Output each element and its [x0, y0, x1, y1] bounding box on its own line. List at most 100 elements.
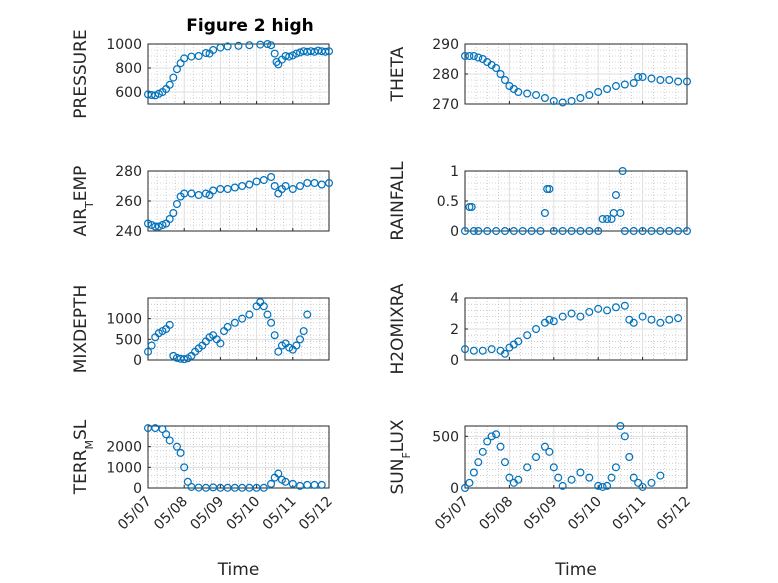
- tick-label-y: 280: [115, 164, 142, 180]
- axes-frame: [464, 425, 688, 489]
- y-axis-label: RAINFALL: [388, 161, 408, 241]
- subplot-4: 0 0.5 1 RAINFALL: [388, 161, 691, 241]
- tick-label-y: 0.5: [437, 194, 459, 210]
- data-point: [288, 479, 297, 488]
- tick-label-x: 05/11: [610, 494, 650, 534]
- y-axis-label: THETA: [388, 46, 408, 102]
- data-point: [567, 475, 576, 484]
- data-point: [172, 353, 181, 362]
- subplot-5: 0 500 1000 MIXDEPTH: [71, 285, 330, 373]
- axes-frame: [147, 170, 330, 232]
- data-point: [682, 227, 691, 236]
- data-point: [487, 345, 496, 354]
- data-point: [216, 43, 225, 52]
- data-point: [585, 227, 594, 236]
- data-point: [245, 41, 254, 50]
- data-point: [674, 227, 683, 236]
- data-point: [496, 69, 505, 78]
- subplot-1: 600 800 1000 PRESSURE: [71, 29, 334, 119]
- data-point: [674, 77, 683, 86]
- data-point: [296, 182, 305, 191]
- data-point: [223, 322, 232, 331]
- data-point: [292, 49, 301, 58]
- data-point: [469, 51, 478, 60]
- data-point: [625, 453, 634, 462]
- data-point: [201, 189, 210, 198]
- data-point: [629, 473, 638, 482]
- data-point: [558, 98, 567, 107]
- y-axis-label: PRESSURE: [71, 29, 91, 118]
- tick-label-y: 2000: [106, 440, 142, 456]
- tick-label-y: 600: [115, 85, 142, 101]
- data-point: [180, 463, 189, 472]
- data-point: [474, 53, 483, 62]
- data-point: [620, 432, 629, 441]
- data-point: [549, 96, 558, 105]
- data-point: [603, 306, 612, 315]
- subplot-6: 0 2 4 H2OMIXRA: [388, 283, 688, 375]
- data-point: [209, 45, 218, 54]
- tick-label-y: 270: [432, 97, 459, 113]
- data-point: [665, 315, 674, 324]
- data-point: [223, 42, 232, 51]
- data-point: [465, 478, 474, 487]
- tick-label-y: 1: [450, 164, 459, 180]
- data-point: [238, 182, 247, 191]
- data-point: [558, 481, 567, 490]
- data-point: [523, 89, 532, 98]
- data-point: [549, 317, 558, 326]
- data-point: [469, 346, 478, 355]
- data-point: [634, 478, 643, 487]
- data-point: [263, 39, 272, 48]
- tick-label-x: 05/10: [565, 494, 605, 534]
- data-point: [151, 91, 160, 100]
- data-point: [540, 442, 549, 451]
- axes-frame: [147, 297, 330, 361]
- tick-label-y: 290: [432, 37, 459, 53]
- tick-label-y: 800: [115, 61, 142, 77]
- tick-label-y: 1000: [106, 460, 142, 476]
- tick-label-x: 05/07: [115, 494, 155, 534]
- data-point: [288, 185, 297, 194]
- data-point: [263, 310, 272, 319]
- data-point: [245, 180, 254, 189]
- data-point: [216, 339, 225, 348]
- data-point: [620, 227, 629, 236]
- data-point: [187, 189, 196, 198]
- axes-frame: [464, 297, 688, 361]
- data-point: [252, 177, 261, 186]
- data-point: [656, 318, 665, 327]
- subplot-3: 240 260 280 AIRTEMP: [71, 164, 334, 240]
- data-point: [656, 227, 665, 236]
- data-point: [172, 65, 181, 74]
- data-point: [518, 227, 527, 236]
- tick-label-y: 0: [133, 481, 142, 497]
- data-point: [603, 481, 612, 490]
- data-point: [172, 200, 181, 209]
- data-point: [620, 301, 629, 310]
- tick-label-x: 05/11: [260, 494, 300, 534]
- data-point: [465, 51, 474, 60]
- data-point: [492, 63, 501, 72]
- subplot-2: 270 280 290 THETA: [388, 37, 691, 113]
- data-point: [267, 173, 276, 182]
- data-point: [540, 93, 549, 102]
- data-point: [500, 75, 509, 84]
- data-point: [618, 167, 627, 176]
- data-point: [270, 49, 279, 58]
- data-point: [505, 473, 514, 482]
- data-point: [638, 72, 647, 81]
- data-point: [147, 221, 156, 230]
- tick-label-x: 05/08: [151, 494, 191, 534]
- data-point: [158, 425, 167, 434]
- data-point: [259, 483, 268, 492]
- tick-label-y: 0: [450, 353, 459, 369]
- data-point: [201, 48, 210, 57]
- figure-title: Figure 2 high: [186, 16, 314, 36]
- data-point: [274, 469, 283, 478]
- data-point: [274, 347, 283, 356]
- tick-label-y: 500: [115, 332, 142, 348]
- tick-label-y: 260: [115, 194, 142, 210]
- tick-label-y: 500: [432, 429, 459, 445]
- data-point: [576, 312, 585, 321]
